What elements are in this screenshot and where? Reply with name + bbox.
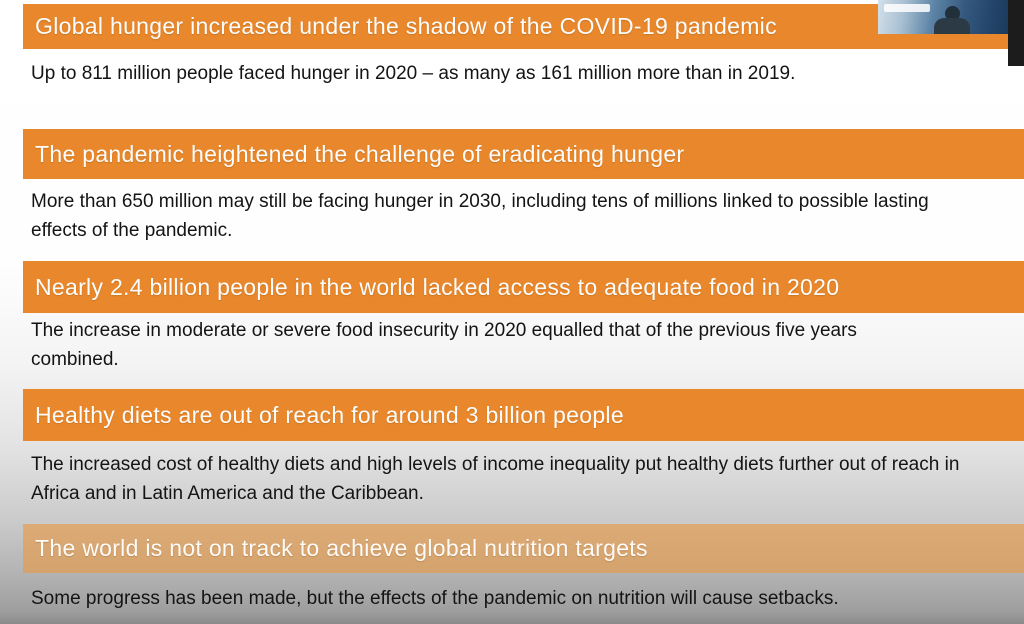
section-heading: Global hunger increased under the shadow… — [35, 13, 777, 39]
section-heading: Nearly 2.4 billion people in the world l… — [35, 273, 840, 300]
section-body: Up to 811 million people faced hunger in… — [31, 63, 796, 84]
section-heading-bar: Nearly 2.4 billion people in the world l… — [23, 261, 1024, 313]
speaker-avatar — [945, 6, 960, 21]
section-heading-bar: The pandemic heightened the challenge of… — [23, 129, 1024, 179]
speaker-avatar-body — [934, 18, 970, 34]
section-heading: The world is not on track to achieve glo… — [35, 535, 648, 561]
section-heading-bar: Healthy diets are out of reach for aroun… — [23, 389, 1024, 441]
section-body: More than 650 million may still be facin… — [31, 191, 929, 241]
section-body: Some progress has been made, but the eff… — [31, 588, 839, 609]
webcam-label-strip — [884, 4, 930, 12]
section-heading: Healthy diets are out of reach for aroun… — [35, 401, 624, 428]
section-body: The increased cost of healthy diets and … — [31, 454, 960, 504]
video-edge-strip — [1008, 0, 1024, 66]
webcam-thumbnail — [878, 0, 1008, 34]
section-heading-bar: The world is not on track to achieve glo… — [23, 524, 1024, 573]
section-heading: The pandemic heightened the challenge of… — [35, 140, 685, 167]
section-heading-bar: Global hunger increased under the shadow… — [23, 4, 1024, 49]
section-body: The increase in moderate or severe food … — [31, 320, 857, 370]
